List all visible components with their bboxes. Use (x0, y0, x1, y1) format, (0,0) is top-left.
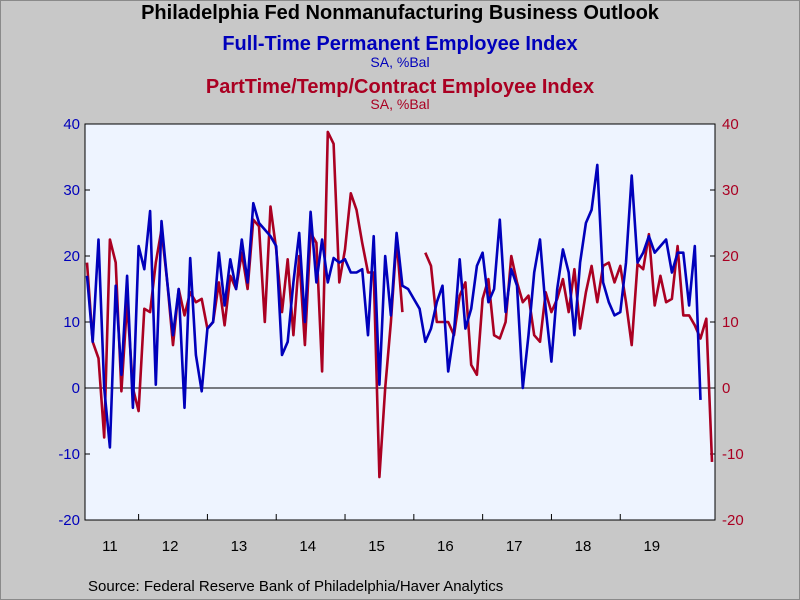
y-tick-label-right: 40 (722, 116, 739, 133)
y-tick-label-left: 20 (63, 248, 80, 265)
y-tick-label-left: 30 (63, 182, 80, 199)
y-tick-label-right: 0 (722, 380, 730, 397)
chart-title: Philadelphia Fed Nonmanufacturing Busine… (141, 2, 659, 24)
y-tick-label-left: 10 (63, 314, 80, 331)
x-tick-label: 16 (437, 538, 454, 555)
source-note: Source: Federal Reserve Bank of Philadel… (88, 578, 504, 595)
y-tick-label-left: 0 (72, 380, 80, 397)
series1-title: Full-Time Permanent Employee Index (222, 33, 578, 55)
y-tick-label-right: 30 (722, 182, 739, 199)
x-tick-label: 15 (368, 538, 385, 555)
y-tick-label-right: -10 (722, 446, 744, 463)
x-tick-label: 12 (162, 538, 179, 555)
series2-units: SA, %Bal (370, 96, 430, 112)
x-tick-label: 17 (506, 538, 523, 555)
y-tick-label-left: -10 (58, 446, 80, 463)
x-tick-label: 18 (575, 538, 592, 555)
y-tick-label-right: -20 (722, 512, 744, 529)
y-tick-label-left: 40 (63, 116, 80, 133)
y-tick-label-left: -20 (58, 512, 80, 529)
plot-area (84, 123, 716, 521)
series1-units: SA, %Bal (370, 54, 430, 70)
x-tick-label: 11 (102, 538, 118, 555)
series-line-part-time (85, 130, 714, 479)
x-tick-label: 19 (643, 538, 660, 555)
x-tick-label: 14 (299, 538, 316, 555)
y-tick-label-right: 10 (722, 314, 739, 331)
y-tick-label-right: 20 (722, 248, 739, 265)
series-line-full-time (85, 163, 702, 449)
x-tick-label: 13 (231, 538, 248, 555)
series2-title: PartTime/Temp/Contract Employee Index (205, 76, 595, 98)
